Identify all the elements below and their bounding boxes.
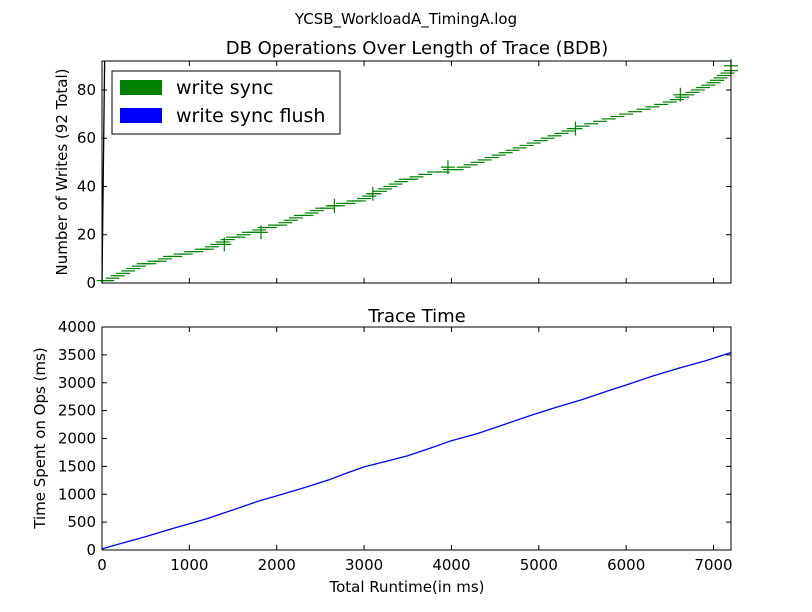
bottom-chart-ylabel: Time Spent on Ops (ms)	[31, 347, 49, 529]
bottom-ytick-label: 2500	[58, 402, 96, 420]
top-axes-frame	[101, 60, 732, 284]
legend-swatch	[120, 108, 162, 123]
bottom-ytick-label: 1500	[58, 457, 96, 475]
top-chart-legend: write sync write sync flush	[111, 70, 341, 135]
top-ytick-label: 0	[86, 274, 96, 292]
bottom-ytick-label: 4000	[58, 318, 96, 336]
top-chart-title: DB Operations Over Length of Trace (BDB)	[226, 38, 609, 59]
top-ytick-label: 80	[77, 81, 96, 99]
bottom-xtick-label: 5000	[520, 556, 558, 574]
bottom-ytick-label: 0	[86, 541, 96, 559]
top-ytick-label: 40	[77, 177, 96, 195]
bottom-xtick-label: 1000	[170, 556, 208, 574]
legend-swatch	[120, 80, 162, 95]
bottom-xtick-label: 2000	[258, 556, 296, 574]
bottom-chart-panel: Trace Time 0 500 1000 1500 2000 2500 3000 3500 4…	[31, 306, 733, 596]
figure-suptitle: YCSB_WorkloadA_TimingA.log	[294, 10, 517, 29]
bottom-xtick-label: 3000	[345, 556, 383, 574]
top-chart-plot-area: 0 20 40 60 80	[77, 58, 738, 292]
bottom-ytick-label: 500	[67, 513, 96, 531]
legend-label: write sync	[176, 77, 273, 99]
bottom-axes-frame	[101, 326, 732, 551]
bottom-xtick-label: 4000	[432, 556, 470, 574]
bottom-ytick-label: 2000	[58, 430, 96, 448]
bottom-xtick-label: 7000	[694, 556, 732, 574]
bottom-ytick-label: 3000	[58, 374, 96, 392]
bottom-ytick-label: 1000	[58, 485, 96, 503]
bottom-ytick-label: 3500	[58, 346, 96, 364]
bottom-chart-xlabel: Total Runtime(in ms)	[328, 578, 484, 596]
top-chart-ylabel: Number of Writes (92 Total)	[53, 68, 71, 275]
bottom-chart-plot-area: 0 500 1000 1500 2000 2500 3000 3500 4000 0 1000 200…	[58, 318, 733, 574]
legend-label: write sync flush	[176, 105, 325, 127]
trace-time-line	[101, 351, 732, 550]
top-ytick-label: 20	[77, 226, 96, 244]
bottom-xtick-label: 0	[97, 556, 107, 574]
bottom-chart-title: Trace Time	[367, 306, 466, 327]
bottom-xtick-label: 6000	[607, 556, 645, 574]
top-ytick-label: 60	[77, 129, 96, 147]
top-chart-panel: DB Operations Over Length of Trace (BDB)…	[53, 38, 738, 292]
